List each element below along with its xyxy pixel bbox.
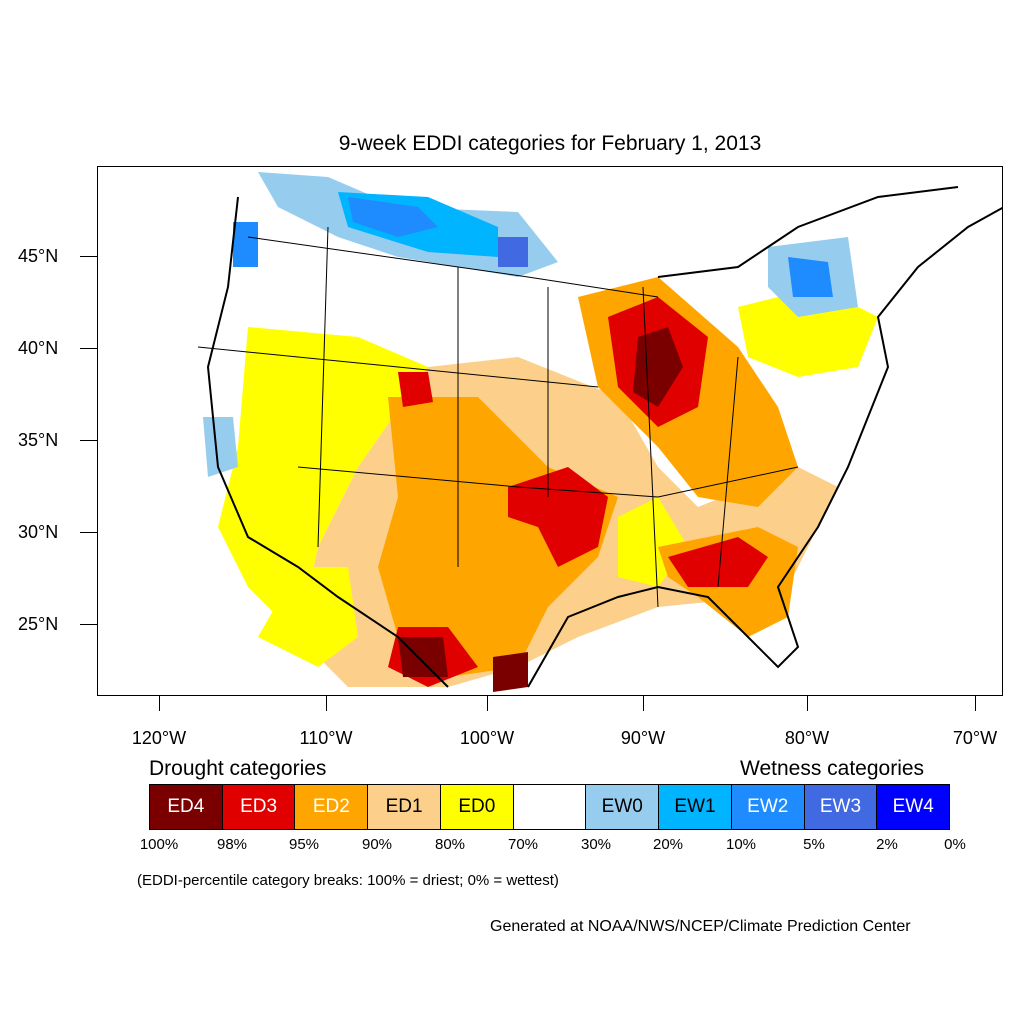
percent-break: 100% [139,836,179,853]
percent-break: 70% [507,836,539,853]
percent-break: 20% [652,836,684,853]
region-ed3-ga [668,537,768,587]
lat-label-35: 35°N [18,430,59,450]
lon-label-80: 80°W [784,728,830,748]
lon-tick [807,696,808,711]
lat-label-30: 30°N [18,522,59,542]
legend-swatch-ew0: EW0 [586,785,660,829]
lat-label-25: 25°N [18,614,59,634]
lon-tick [643,696,644,711]
legend-swatch-neutral [513,785,587,829]
region-ew2-wa [233,222,258,267]
lat-tick [80,440,97,441]
lon-tick [159,696,160,711]
lat-tick [80,348,97,349]
percent-break: 80% [434,836,466,853]
legend-swatch-ew1: EW1 [659,785,732,829]
lon-tick [487,696,488,711]
region-ed4-mexico [398,637,448,677]
legend-bar: ED4 ED3 ED2 ED1 ED0 EW0 EW1 EW2 EW3 EW4 [149,784,950,830]
region-ew2-north [348,197,438,237]
percent-break: 0% [944,836,966,853]
lat-label-45: 45°N [18,246,59,266]
lon-tick [975,696,976,711]
region-ew0-west [203,417,238,477]
region-ed0-west [218,327,428,637]
region-ew2-maine [788,257,833,297]
lon-label-110: 110°W [299,728,353,748]
lat-tick [80,256,97,257]
legend-swatch-ed4: ED4 [150,785,223,829]
drought-categories-title: Drought categories [149,757,327,780]
legend-swatch-ew4: EW4 [877,785,950,829]
legend-swatch-ed1: ED1 [368,785,441,829]
state-boundaries [197,226,799,608]
eddi-map [98,167,1002,695]
lon-label-90: 90°W [620,728,666,748]
region-ed2-central [378,397,618,677]
lat-tick [80,624,97,625]
map-title: 9-week EDDI categories for February 1, 2… [338,132,762,155]
legend-swatch-ew2: EW2 [731,785,805,829]
coastline [206,186,1002,688]
wetness-categories-title: Wetness categories [740,757,925,780]
percent-break: 5% [803,836,825,853]
percent-break: 30% [580,836,612,853]
percent-break: 90% [361,836,393,853]
percent-break: 98% [216,836,248,853]
region-ed0-south [258,567,358,667]
lon-tick [326,696,327,711]
lon-label-100: 100°W [459,728,515,748]
legend-swatch-ew3: EW3 [804,785,878,829]
generated-credit: Generated at NOAA/NWS/NCEP/Climate Predi… [490,918,911,935]
percent-break: 2% [876,836,898,853]
legend-swatch-ed2: ED2 [295,785,369,829]
map-panel [97,166,1003,696]
percent-break: 95% [288,836,320,853]
region-ew3-montana [498,237,528,267]
region-ed3-co [398,372,433,407]
lon-label-120: 120°W [131,728,187,748]
category-breaks-note: (EDDI-percentile category breaks: 100% =… [137,872,559,889]
legend-swatch-ed0: ED0 [440,785,514,829]
region-ed4-south-tx [493,652,528,692]
lat-label-40: 40°N [18,338,59,358]
lat-tick [80,532,97,533]
percent-break: 10% [725,836,757,853]
lon-label-70: 70°W [952,728,998,748]
legend-swatch-ed3: ED3 [222,785,296,829]
